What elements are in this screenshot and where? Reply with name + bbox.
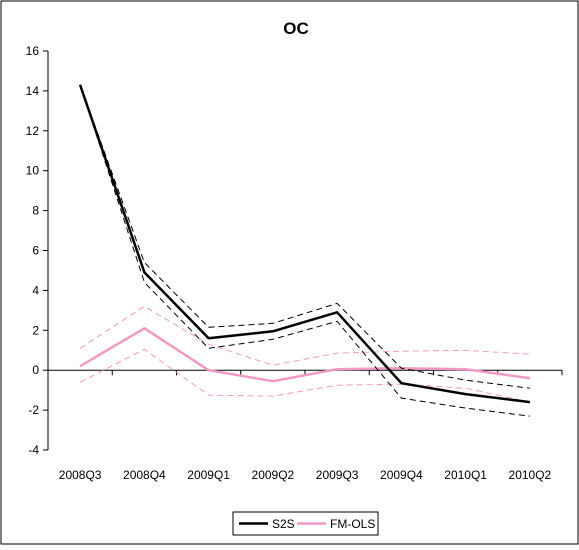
x-tick-label: 2010Q2	[509, 468, 552, 482]
y-tick-label: 8	[32, 204, 39, 218]
y-tick-label: 4	[32, 283, 39, 297]
y-tick-label: 0	[32, 363, 39, 377]
series-s2s-lower-band	[79, 84, 530, 417]
x-tick-label: 2008Q3	[59, 468, 102, 482]
series-fm-ols-upper-band	[79, 305, 530, 366]
series-fm-ols-lower-band	[79, 348, 531, 403]
series-fm-ols-line	[79, 327, 531, 383]
x-tick-label: 2010Q1	[444, 468, 487, 482]
x-tick-label: 2009Q4	[380, 468, 423, 482]
x-tick-label: 2009Q2	[252, 468, 295, 482]
x-tick-label: 2009Q3	[316, 468, 359, 482]
series-s2s-upper-band	[79, 84, 530, 389]
series-s2s-line	[78, 84, 531, 404]
y-tick-label: 10	[26, 164, 40, 178]
plot-area: -4 -2 0 2 4 6 8 10 12 14 16 2008Q3 2008Q4 2009Q1 2009Q…	[26, 44, 563, 482]
y-tick-label: 12	[26, 124, 40, 138]
y-tick-label: 6	[32, 244, 39, 258]
y-tick-label: 2	[32, 323, 39, 337]
y-tick-label: -4	[28, 443, 39, 457]
chart-title: OC	[283, 19, 309, 38]
y-tick-label: -2	[28, 403, 39, 417]
x-tick-label: 2009Q1	[187, 468, 230, 482]
x-tick-label: 2008Q4	[123, 468, 166, 482]
legend: S2S FM-OLS	[232, 511, 379, 536]
legend-label-s2s: S2S	[272, 517, 295, 531]
legend-label-fm-ols: FM-OLS	[330, 517, 375, 531]
y-tick-label: 14	[26, 84, 40, 98]
y-tick-label: 16	[26, 44, 40, 58]
